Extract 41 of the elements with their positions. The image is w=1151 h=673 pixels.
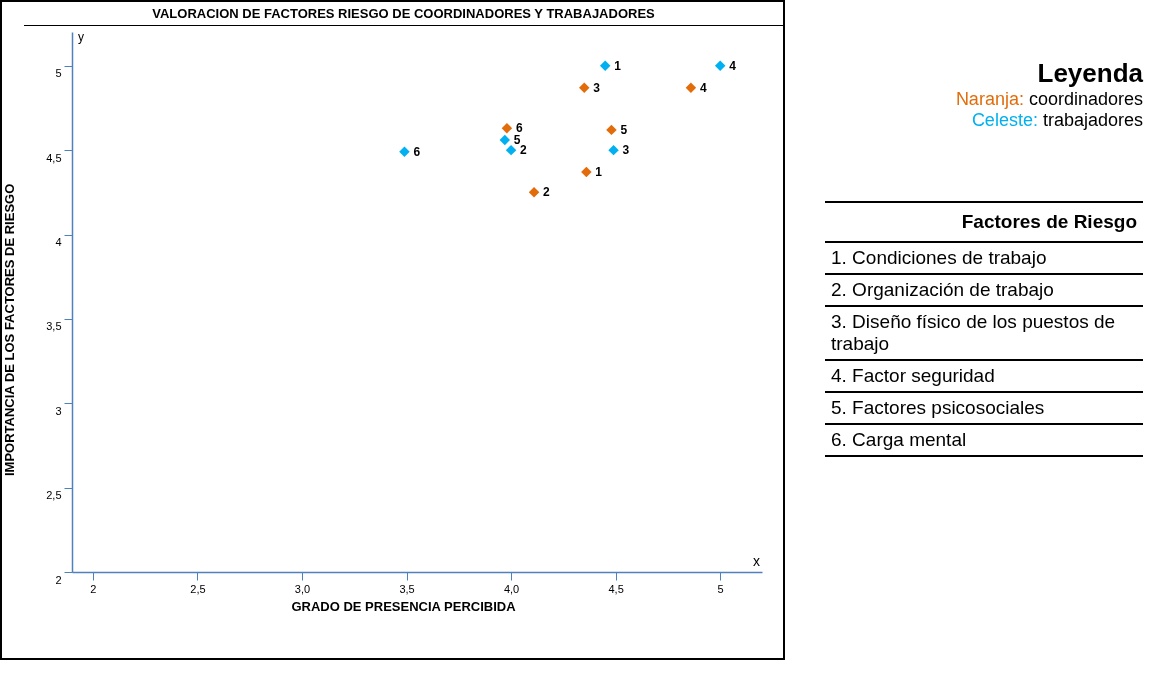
y-tick-label: 3: [55, 404, 62, 417]
annotation: 1: [595, 165, 603, 180]
annotation: 2: [543, 185, 551, 200]
annotation: 5: [620, 122, 628, 137]
text: Factores de Riesgo: [825, 202, 1143, 242]
annotation: 4: [699, 80, 707, 95]
annotation: x: [753, 553, 760, 569]
x-axis-title: GRADO DE PRESENCIA PERCIBIDA: [291, 599, 516, 614]
annotation: 1: [614, 58, 622, 73]
annotation: 5: [513, 133, 521, 147]
y-tick-label: 4: [55, 236, 62, 248]
text: 4. Factor seguridad: [825, 360, 1143, 392]
x-tick-label: 5: [717, 582, 724, 595]
chart-title: VALORACION DE FACTORES RIESGO DE COORDINADORES Y TRABAJADORES: [24, 2, 783, 26]
text: 6. Carga mental: [825, 424, 1143, 456]
annotation: 6: [515, 121, 523, 136]
x-tick-label: 2,5: [190, 582, 206, 595]
y-tick-label: 2,5: [46, 489, 62, 502]
y-tick-label: 5: [55, 67, 62, 80]
text: 2. Organización de trabajo: [825, 274, 1143, 306]
legend-title: Leyenda: [1036, 58, 1143, 89]
y-tick-label: 4,5: [46, 151, 62, 164]
y-axis-title: IMPORTANCIA DE LOS FACTORES DE RIESGO: [2, 182, 18, 479]
text: 5. Factores psicosociales: [825, 392, 1143, 424]
text: 1. Condiciones de trabajo: [825, 242, 1143, 274]
x-tick-label: 3,5: [399, 582, 415, 595]
annotation: 4: [729, 58, 737, 73]
annotation: 2: [520, 143, 528, 158]
x-tick-label: 2: [90, 582, 97, 595]
x-tick-label: 3,0: [294, 582, 311, 595]
annotation: y: [78, 30, 84, 44]
y-tick-label: 3,5: [46, 320, 62, 333]
annotation: 3: [622, 143, 630, 158]
x-tick-label: 4,0: [503, 582, 520, 595]
text: Naranja: coordinadores: [955, 89, 1143, 109]
annotation: 3: [593, 80, 601, 95]
y-tick-label: 2: [55, 573, 62, 586]
text: 3. Diseño físico de los puestos de trabajo: [825, 306, 1143, 360]
x-tick-label: 4,5: [608, 582, 624, 595]
annotation: 6: [413, 144, 421, 159]
text: Celeste: trabajadores: [971, 110, 1143, 130]
